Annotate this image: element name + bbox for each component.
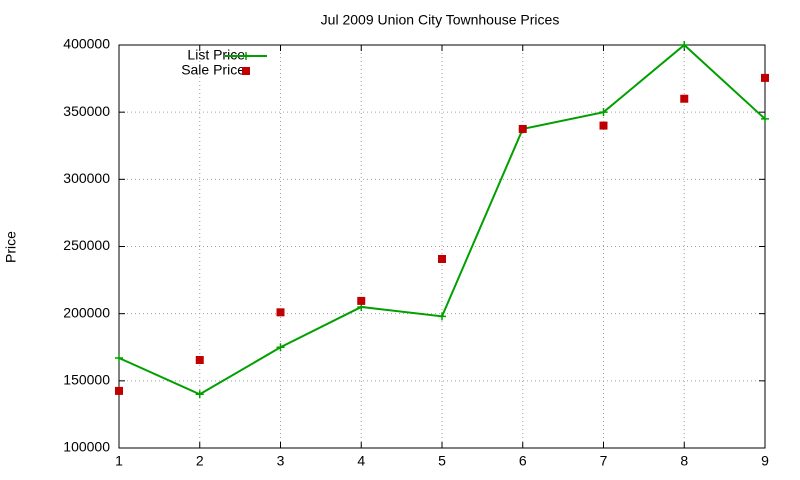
chart-title: Jul 2009 Union City Townhouse Prices [321,12,560,28]
y-tick-label: 200000 [63,304,110,320]
y-tick-label: 250000 [63,237,110,253]
point [115,386,123,395]
point [518,124,527,133]
x-tick-label: 9 [761,453,769,469]
legend-label: Sale Price [181,62,245,78]
point [242,52,250,60]
point [680,41,689,49]
point [195,390,204,399]
y-tick-label: 100000 [63,439,110,455]
y-tick-label: 350000 [63,103,110,119]
point [599,121,608,130]
point [438,312,446,321]
x-tick-label: 5 [438,453,446,469]
plot-border [118,44,766,449]
point [242,67,250,75]
point [761,114,769,123]
x-tick-label: 2 [196,453,204,469]
y-tick-label: 150000 [63,372,110,388]
x-tick-label: 3 [277,453,285,469]
point [276,343,285,352]
point [680,94,689,103]
point [438,254,446,263]
x-tick-label: 1 [115,453,123,469]
y-axis-label: Price [3,231,19,263]
y-tick-label: 400000 [63,36,110,52]
point [599,108,608,117]
point [276,308,285,317]
x-tick-label: 4 [357,453,365,469]
point [357,296,366,305]
point [195,356,204,365]
legend-label: List Price [187,47,245,63]
point [761,73,769,82]
x-tick-label: 8 [680,453,688,469]
x-tick-label: 7 [600,453,608,469]
point [115,353,123,362]
x-tick-label: 6 [519,453,527,469]
y-tick-label: 300000 [63,170,110,186]
